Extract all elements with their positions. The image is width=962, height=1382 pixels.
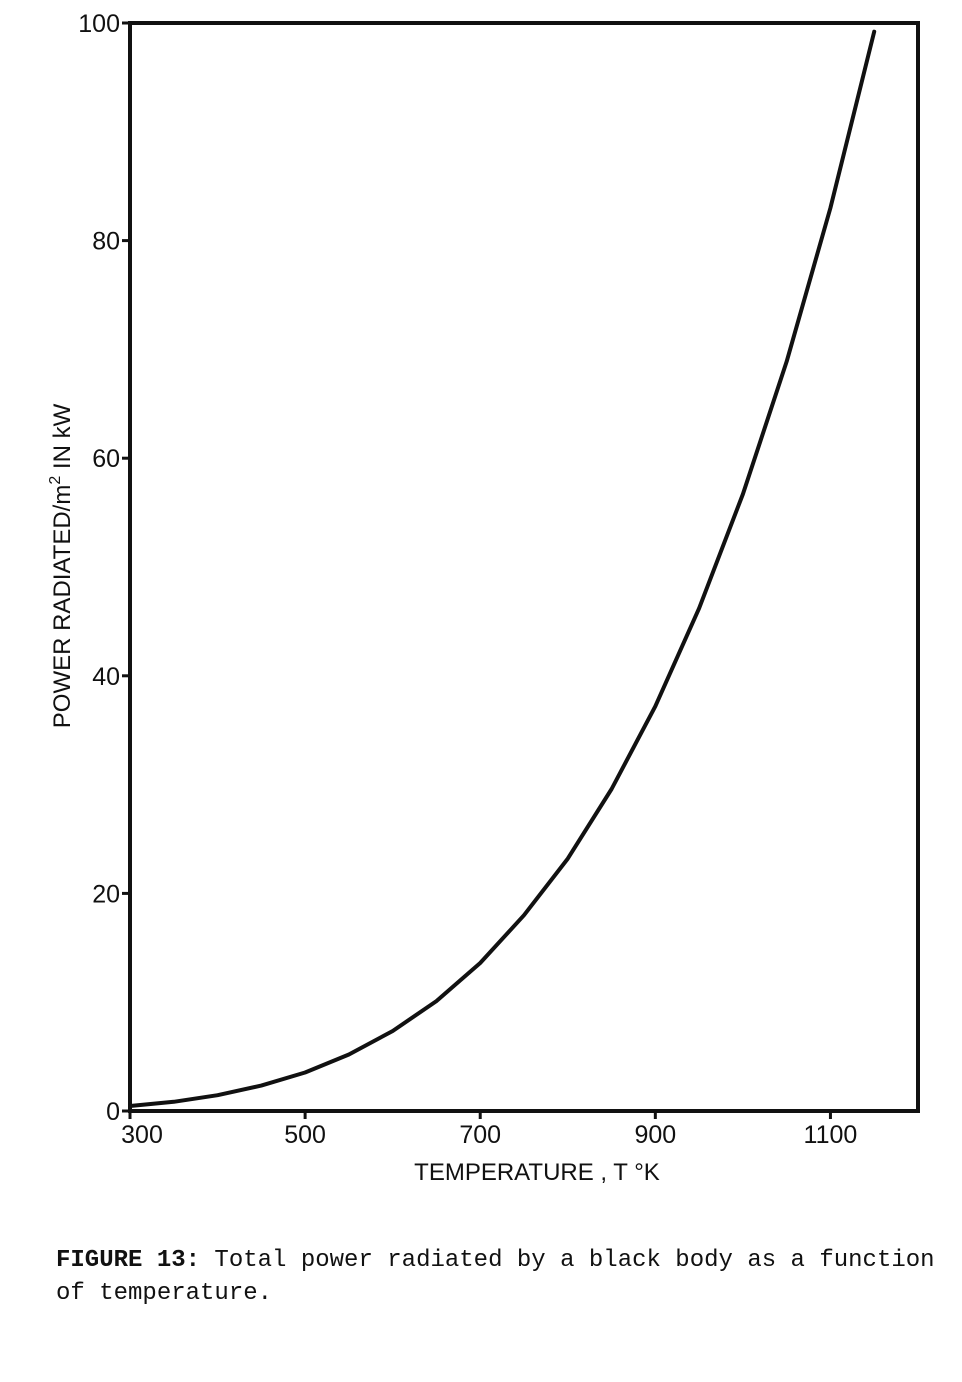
y-tick-label: 40 <box>92 663 120 691</box>
y-axis-ticks: 0 20 40 60 80 100 <box>78 10 130 1126</box>
plot-frame <box>128 21 920 1113</box>
x-tick-label: 300 <box>121 1121 163 1149</box>
y-tick-label: 60 <box>92 445 120 473</box>
figure-label: FIGURE 13: <box>56 1247 201 1274</box>
x-tick-label: 700 <box>459 1121 501 1149</box>
y-axis-title-tail: IN kW <box>49 403 76 475</box>
x-tick-label: 500 <box>284 1121 326 1149</box>
y-axis-title-sup: 2 <box>47 476 64 485</box>
x-axis-title: TEMPERATURE , T °K <box>414 1159 660 1186</box>
figure-caption-text: Total power radiated by a black body as … <box>56 1247 935 1307</box>
chart: 0 20 40 60 80 100 300 500 700 900 1100 TEMPERATUR… <box>47 10 920 1186</box>
x-tick-label: 1100 <box>804 1121 858 1149</box>
y-tick-label: 80 <box>92 228 120 256</box>
y-tick-label: 100 <box>78 10 120 38</box>
y-tick-label: 20 <box>92 880 120 908</box>
y-axis-title: POWER RADIATED/m2 IN kW <box>47 403 76 728</box>
x-axis-ticks: 300 500 700 900 1100 <box>121 1111 857 1149</box>
y-tick-label: 0 <box>106 1098 120 1126</box>
x-tick-label: 900 <box>634 1121 676 1149</box>
y-axis-title-main: POWER RADIATED/m <box>49 485 76 729</box>
figure-caption: FIGURE 13: Total power radiated by a bla… <box>56 1244 936 1310</box>
power-curve <box>128 29 877 1108</box>
